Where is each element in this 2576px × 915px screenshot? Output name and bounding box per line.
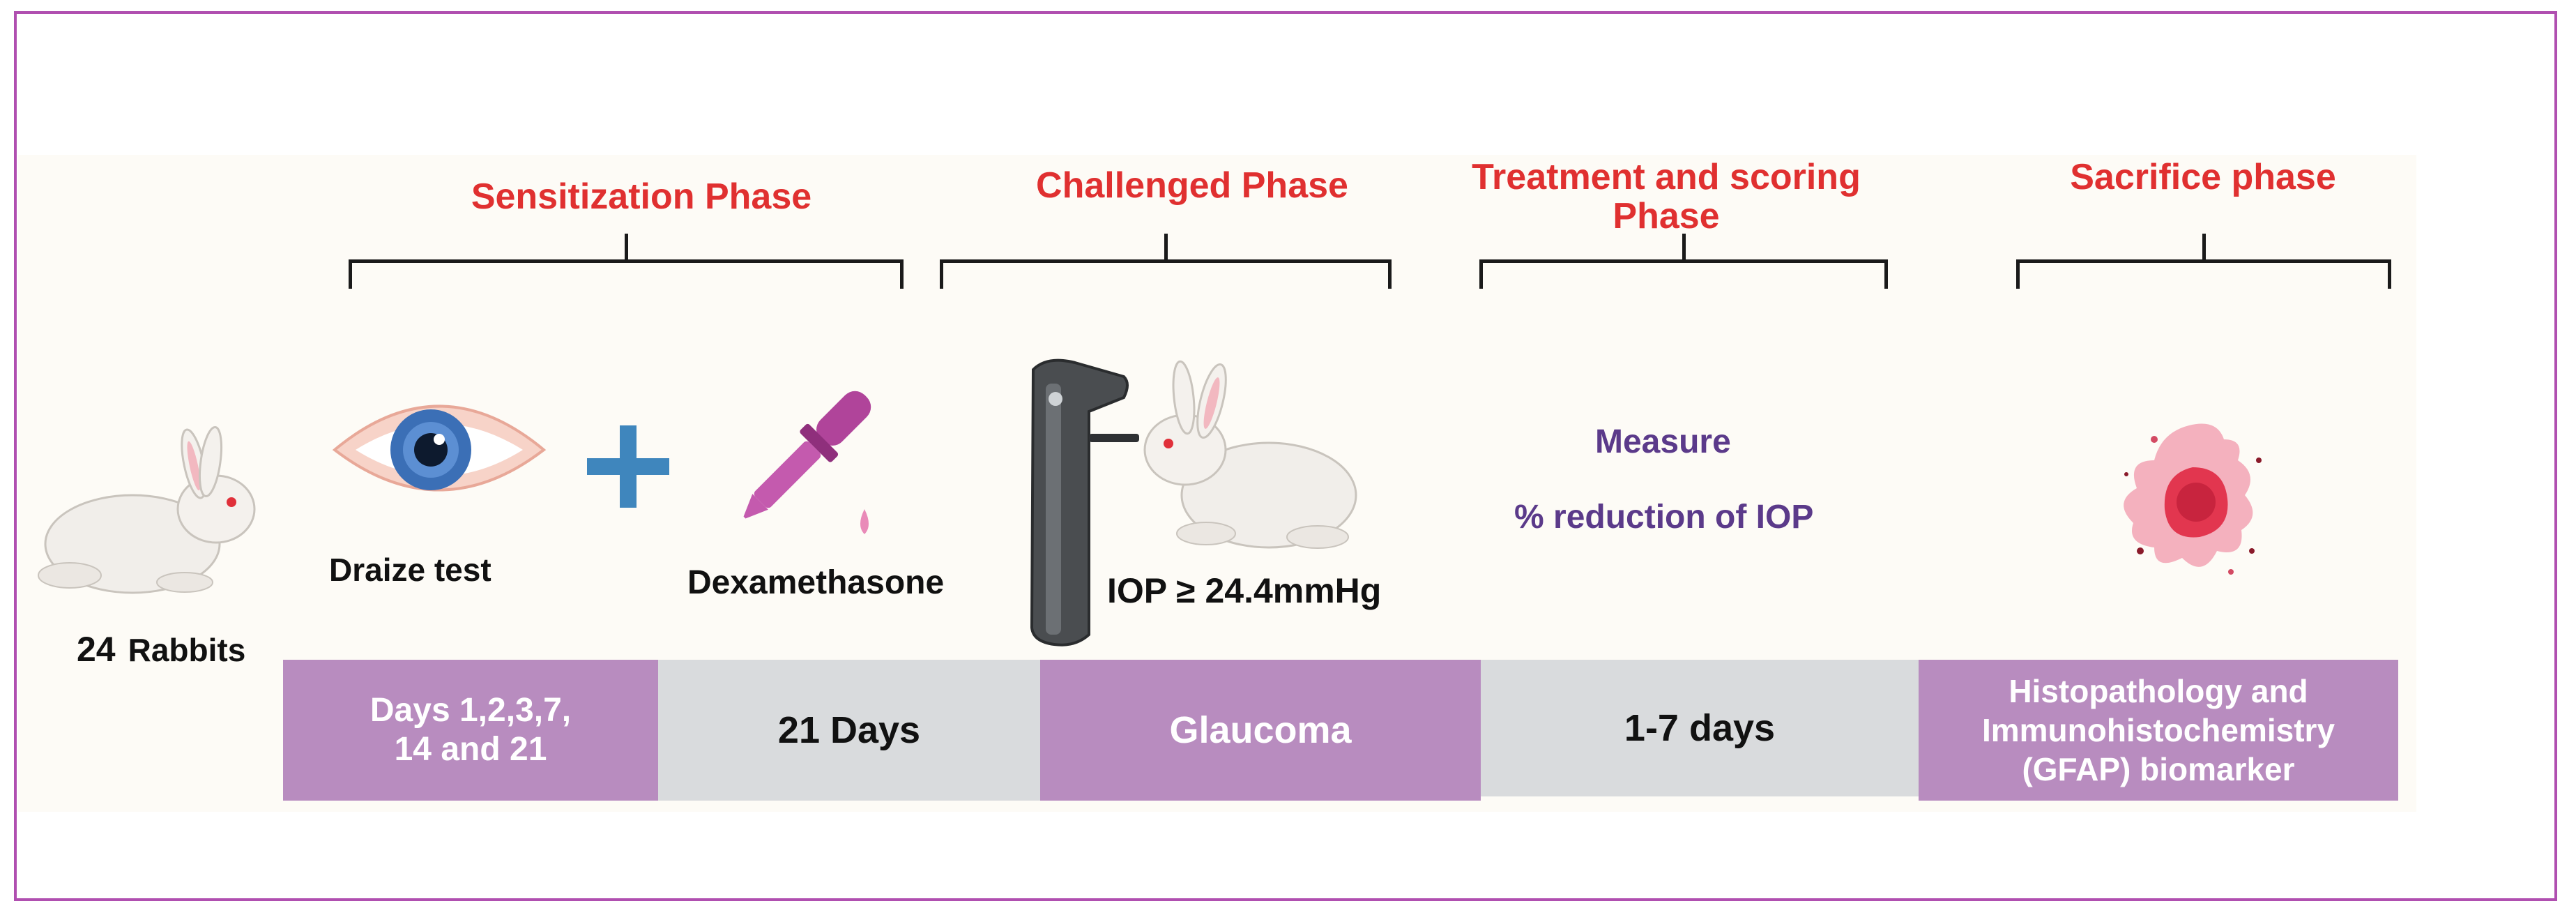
histo-line1: Histopathology and <box>2009 673 2308 709</box>
rabbit-icon <box>38 425 256 594</box>
rabbits-count: 24 <box>77 630 116 669</box>
reduction-label: % reduction of IOP <box>1514 499 1814 536</box>
measure-label: Measure <box>1595 423 1731 460</box>
draize-label: Draize test <box>329 552 491 588</box>
rabbits-label: 24 Rabbits <box>77 629 245 670</box>
glaucoma-bar: Glaucoma <box>1040 660 1481 801</box>
glaucoma-label: Glaucoma <box>1169 709 1352 751</box>
histo-line3: (GFAP) biomarker <box>2022 751 2295 787</box>
sensitization-bracket <box>349 234 904 289</box>
days-line2: 14 and 21 <box>394 731 547 768</box>
dexamethasone-label: Dexamethasone <box>687 564 945 601</box>
rabbit-icon-challenged <box>1143 360 1357 549</box>
dropper-icon <box>743 391 871 534</box>
days-bar: Days 1,2,3,7, 14 and 21 <box>283 660 658 801</box>
plus-icon <box>587 425 669 508</box>
tissue-icon <box>2124 423 2262 575</box>
treatment-phase-title: Treatment and scoring Phase <box>1472 157 1861 236</box>
figure-frame <box>14 11 2557 901</box>
rabbits-word: Rabbits <box>128 632 246 668</box>
twentyone-days-label: 21 Days <box>777 709 921 751</box>
one-seven-days-bar: 1-7 days <box>1481 660 1919 796</box>
challenged-bracket <box>940 234 1392 289</box>
histopathology-bar: Histopathology and Immunohistochemistry … <box>1919 660 2398 801</box>
sacrifice-phase-title: Sacrifice phase <box>2070 157 2336 197</box>
treatment-bracket <box>1479 234 1888 289</box>
sacrifice-bracket <box>2016 234 2391 289</box>
twentyone-days-bar: 21 Days <box>658 660 1040 801</box>
histo-line2: Immunohistochemistry <box>1981 712 2335 748</box>
days-line1: Days 1,2,3,7, <box>369 692 572 729</box>
one-seven-days-label: 1-7 days <box>1624 707 1776 749</box>
iop-label: IOP ≥ 24.4mmHg <box>1107 571 1382 610</box>
sensitization-phase-title: Sensitization Phase <box>471 176 812 217</box>
tonometer-icon <box>1030 358 1139 646</box>
eye-icon <box>332 404 547 492</box>
challenged-phase-title: Challenged Phase <box>1036 165 1348 206</box>
